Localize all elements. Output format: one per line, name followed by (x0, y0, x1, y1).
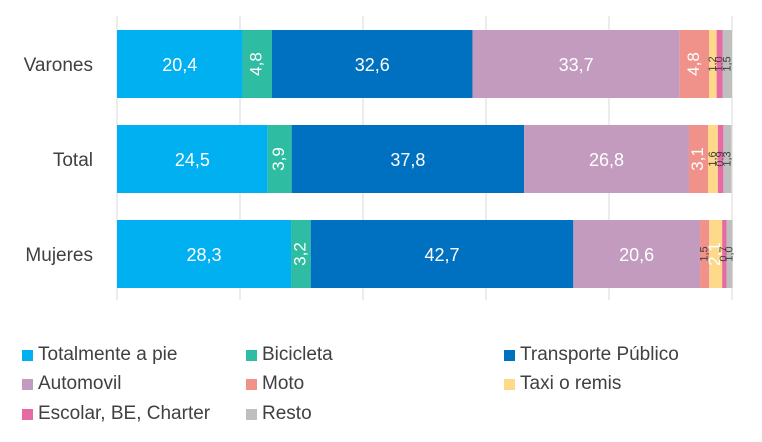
legend-item: Escolar, BE, Charter (22, 403, 210, 425)
legend-swatch (504, 349, 515, 361)
bar-segment (708, 125, 718, 193)
data-label: 3,1 (688, 147, 707, 171)
legend-item: Totalmente a pie (22, 344, 177, 366)
data-label: 42,7 (425, 245, 460, 265)
data-label: 2,1 (705, 242, 724, 266)
bar-segment (726, 220, 733, 288)
legend-label: Totalmente a pie (38, 344, 178, 365)
bar-segment (267, 125, 292, 193)
data-label: 32,6 (355, 55, 390, 75)
data-label: 1,6 (707, 151, 719, 166)
bars: 20,4 4,8 32,6 33,7 4,8 1,21,01,524,5 3,9 37,8 26… (117, 30, 735, 288)
bar-segment (271, 30, 473, 98)
data-label: 26,8 (589, 150, 624, 170)
legend-item: Automovil (22, 373, 121, 395)
bar-segment (524, 125, 689, 193)
bar-segment (717, 125, 724, 193)
bar-segment (716, 30, 723, 98)
bar-segment (310, 220, 574, 288)
legend-swatch (504, 378, 515, 390)
category-label: Total (53, 150, 93, 171)
legend-item: Transporte Público (504, 344, 679, 366)
legend-swatch (246, 408, 257, 420)
data-label: 24,5 (175, 150, 210, 170)
legend-label: Taxi o remis (520, 373, 622, 394)
legend-label: Resto (262, 403, 312, 424)
category-label: Varones (24, 55, 93, 76)
data-label: 33,7 (559, 55, 594, 75)
legend-swatch (22, 378, 33, 390)
legend-swatch (246, 349, 257, 361)
legend-label: Automovil (38, 373, 122, 394)
legend-item: Resto (246, 403, 312, 425)
data-label: 1,0 (723, 246, 735, 261)
data-label: 28,3 (186, 245, 221, 265)
legend-swatch (22, 408, 33, 420)
data-label: 4,8 (684, 52, 703, 76)
legend-item: Bicicleta (246, 344, 333, 366)
bar-segment (117, 220, 292, 288)
bar-segment (242, 30, 272, 98)
bar-segment (709, 220, 723, 288)
data-label: 1,0 (714, 56, 726, 71)
bar-segment (291, 125, 525, 193)
legend: Totalmente a pie Bicicleta Transporte Públ… (0, 340, 762, 440)
data-label: 1,5 (721, 56, 733, 71)
data-label: 3,9 (269, 147, 288, 171)
category-label: Mujeres (25, 245, 93, 266)
bar-segment (709, 30, 717, 98)
bar-segment (688, 125, 709, 193)
data-label: 37,8 (390, 150, 425, 170)
legend-label: Transporte Público (520, 344, 679, 365)
data-label: 20,4 (162, 55, 197, 75)
legend-swatch (246, 378, 257, 390)
legend-swatch (22, 349, 33, 361)
bar-segment (117, 30, 243, 98)
legend-item: Taxi o remis (504, 373, 621, 395)
bar-segment (117, 125, 268, 193)
stacked-bar-chart: 20,4 4,8 32,6 33,7 4,8 1,21,01,524,5 3,9 37,8 26… (24, 16, 735, 300)
data-label: 20,6 (619, 245, 654, 265)
bar-segment (472, 30, 680, 98)
bar-segment (722, 220, 727, 288)
legend-label: Bicicleta (262, 344, 333, 365)
data-label: 1,5 (699, 246, 711, 261)
data-label: 1,2 (707, 56, 719, 71)
legend-label: Moto (262, 373, 305, 394)
bar-segment (723, 125, 732, 193)
bar-segment (679, 30, 710, 98)
bar-segment (722, 30, 732, 98)
bar-segment (700, 220, 710, 288)
legend-item: Moto (246, 373, 304, 395)
bar-segment (573, 220, 701, 288)
legend-label: Escolar, BE, Charter (38, 403, 211, 424)
bar-segment (291, 220, 311, 288)
category-labels: Varones Total Mujeres (24, 55, 93, 266)
data-label: 1,3 (721, 151, 733, 166)
data-label: 4,8 (247, 52, 266, 76)
data-label: 3,2 (290, 242, 309, 266)
